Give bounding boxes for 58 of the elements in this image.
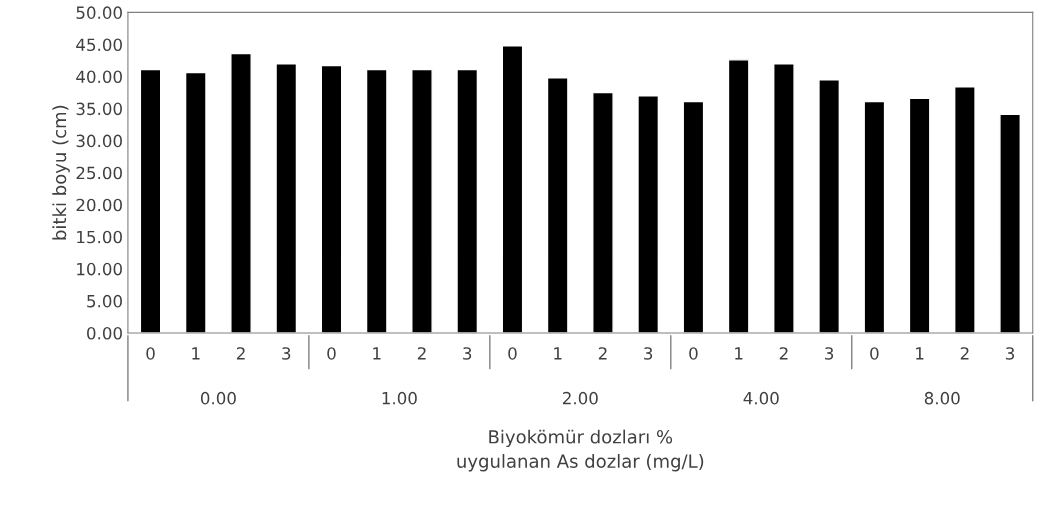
x-tick-label: 2 xyxy=(960,347,969,360)
bar xyxy=(546,77,569,333)
x-tick-label: 1 xyxy=(373,347,381,360)
bar xyxy=(411,68,433,333)
x-tick-label: 0 xyxy=(146,347,155,360)
y-tick-label: 20.00 xyxy=(76,198,122,212)
text: 8.00 xyxy=(924,391,960,405)
x-tick-label: 0 xyxy=(870,347,879,360)
x-tick-label: 1 xyxy=(554,347,562,360)
bar xyxy=(456,68,479,333)
x-tick-label: 2 xyxy=(236,347,245,360)
x-tick-label: 2 xyxy=(779,347,788,360)
bar xyxy=(501,45,524,333)
bar xyxy=(727,59,750,333)
bar xyxy=(682,100,705,333)
bar xyxy=(139,68,162,333)
x-tick-label: 3 xyxy=(1006,347,1015,360)
bar xyxy=(637,95,660,333)
x-tick-label: 2 xyxy=(598,347,607,360)
y-tick-label: 30.00 xyxy=(76,134,122,148)
x-tick-label: 2 xyxy=(417,347,426,360)
text: 1.00 xyxy=(382,391,417,405)
x-tick-label: 3 xyxy=(644,347,653,360)
bar xyxy=(773,62,795,333)
x-axis-title: Biyokömür dozları % uygulanan As dozlar (mg/L) xyxy=(457,429,704,472)
bar xyxy=(953,86,976,333)
bar xyxy=(863,100,886,333)
y-tick-label: 5.00 xyxy=(87,294,122,308)
x-tick-label: 0 xyxy=(508,347,517,360)
y-tick-label: 35.00 xyxy=(76,102,122,116)
y-tick-label: 0.00 xyxy=(87,326,122,340)
bar xyxy=(184,71,207,333)
text: 2.00 xyxy=(562,391,598,405)
x-tick-label: 3 xyxy=(825,347,834,360)
x-tick-label: 3 xyxy=(463,347,472,360)
y-tick-label: 50.00 xyxy=(76,6,122,19)
bar xyxy=(320,64,343,333)
bar xyxy=(999,113,1021,333)
y-axis-title: bitki boyu (cm) xyxy=(52,105,70,240)
y-tick-label: 45.00 xyxy=(76,38,122,52)
y-tick-label: 40.00 xyxy=(76,70,122,84)
bar xyxy=(275,62,298,333)
y-tick-label: 10.00 xyxy=(77,262,122,276)
bar xyxy=(592,91,614,333)
x-tick-label: 3 xyxy=(282,347,291,360)
bar xyxy=(230,52,252,333)
text: 0.00 xyxy=(200,391,236,405)
x-tick-label: 0 xyxy=(327,347,336,360)
bar xyxy=(908,97,931,333)
x-tick-label: 0 xyxy=(689,347,698,360)
y-tick-label: 25.00 xyxy=(76,166,122,180)
x-tick-label: 1 xyxy=(735,347,743,360)
bar xyxy=(365,68,388,333)
y-tick-label: 15.00 xyxy=(77,230,122,244)
x-tick-label: 1 xyxy=(916,347,924,360)
bar xyxy=(818,79,841,333)
text: 4.00 xyxy=(743,391,779,405)
x-tick-label: 1 xyxy=(192,347,200,360)
